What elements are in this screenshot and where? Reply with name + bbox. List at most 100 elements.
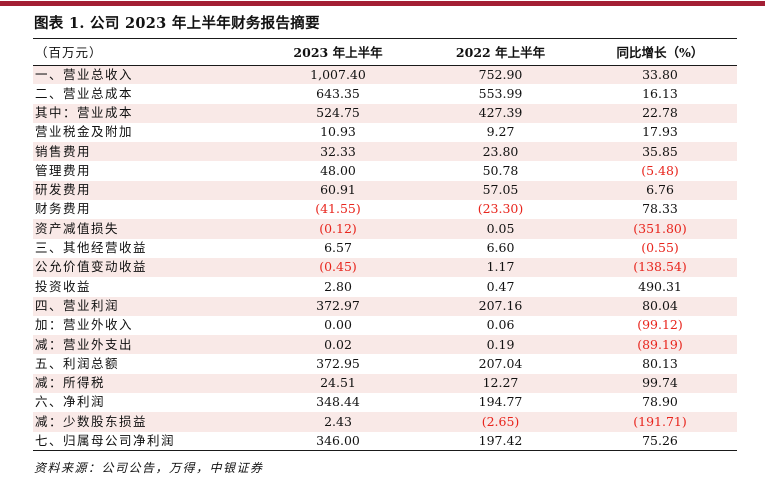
row-label-cell: 销售费用 [35, 143, 92, 159]
table-row: 营业税金及附加 10.93 9.27 17.93 [33, 123, 737, 142]
accent-top-bar [0, 1, 765, 6]
table-row: 管理费用 48.00 50.78 (5.48) [33, 161, 737, 180]
row-label-cell: 财务费用 [35, 201, 92, 217]
row-label-cell: 二、营业总成本 [35, 85, 134, 101]
column-header-yoy-growth: 同比增长（%） [583, 39, 737, 66]
table-body: 一、营业总收入 1,007.40 752.90 33.80 二、营业总成本 64… [33, 65, 737, 451]
yoy-value-cell: (0.55) [641, 240, 679, 256]
value-2023-cell: 6.57 [324, 240, 352, 256]
table-row: 一、营业总收入 1,007.40 752.90 33.80 [33, 65, 737, 85]
table-row: 减：所得税 24.51 12.27 99.74 [33, 373, 737, 394]
table-row: 研发费用 60.91 57.05 6.76 [33, 180, 737, 201]
value-2023-cell: 32.33 [320, 143, 356, 159]
value-2023-cell: 2.80 [324, 278, 352, 294]
yoy-value-cell: 75.26 [642, 432, 678, 448]
row-label-cell: 加：营业外收入 [35, 317, 134, 333]
table-row: 公允价值变动收益 (0.45) 1.17 (138.54) [33, 257, 737, 278]
value-2022-cell: 752.90 [478, 66, 523, 82]
row-label-cell: 四、营业利润 [35, 297, 120, 313]
value-2022-cell: 427.39 [478, 104, 523, 120]
figure-title: 图表 1. 公司 2023 年上半年财务报告摘要 [33, 6, 737, 39]
row-label-cell: 三、其他经营收益 [35, 240, 148, 256]
row-label-cell: 其中：营业成本 [35, 104, 134, 120]
value-2022-cell: (2.65) [481, 413, 520, 429]
value-2023-cell: 372.95 [316, 355, 360, 371]
value-2022-cell: (23.30) [477, 201, 524, 217]
value-2023-cell: (41.55) [315, 201, 361, 217]
value-2022-cell: 207.16 [478, 297, 523, 313]
row-label-cell: 减：营业外支出 [35, 336, 134, 352]
table-row: 其中：营业成本 524.75 427.39 22.78 [33, 103, 737, 123]
value-2022-cell: 0.05 [486, 220, 515, 236]
yoy-value-cell: (138.54) [633, 259, 687, 275]
value-2022-cell: 0.06 [486, 317, 515, 333]
value-2023-cell: 643.35 [316, 85, 360, 101]
row-label-cell: 减：少数股东损益 [35, 413, 148, 429]
row-label-cell: 研发费用 [35, 182, 92, 198]
yoy-value-cell: (191.71) [633, 413, 687, 429]
value-2023-cell: 10.93 [320, 124, 356, 140]
yoy-value-cell: (89.19) [637, 336, 683, 352]
yoy-value-cell: 16.13 [642, 85, 678, 101]
value-2022-cell: 197.42 [478, 432, 523, 448]
table-row: 加：营业外收入 0.00 0.06 (99.12) [33, 316, 737, 335]
yoy-value-cell: 6.76 [646, 182, 674, 198]
row-label-cell: 七、归属母公司净利润 [35, 432, 176, 448]
value-2022-cell: 553.99 [478, 85, 523, 101]
yoy-value-cell: 17.93 [642, 124, 678, 140]
yoy-value-cell: (5.48) [641, 162, 679, 178]
yoy-value-cell: (99.12) [637, 317, 683, 333]
value-2023-cell: 348.44 [316, 394, 360, 410]
row-label-cell: 投资收益 [35, 278, 92, 294]
table-row: 减：少数股东损益 2.43 (2.65) (191.71) [33, 412, 737, 432]
value-2023-cell: 0.02 [324, 336, 352, 352]
value-2023-cell: 48.00 [320, 162, 356, 178]
value-2022-cell: 50.78 [482, 162, 519, 178]
yoy-value-cell: 80.04 [642, 297, 678, 313]
yoy-value-cell: 99.74 [642, 375, 678, 391]
value-2023-cell: 0.00 [324, 317, 352, 333]
row-label-cell: 公允价值变动收益 [35, 259, 148, 275]
yoy-value-cell: (351.80) [633, 220, 687, 236]
value-2022-cell: 0.19 [486, 336, 515, 352]
value-2022-cell: 6.60 [486, 240, 515, 256]
table-row: 财务费用 (41.55) (23.30) 78.33 [33, 200, 737, 219]
row-label-cell: 五、利润总额 [35, 355, 120, 371]
value-2022-cell: 207.04 [478, 355, 523, 371]
table-row: 二、营业总成本 643.35 553.99 16.13 [33, 84, 737, 103]
value-2022-cell: 23.80 [482, 143, 519, 159]
column-header-2022h1: 2022 年上半年 [418, 39, 583, 66]
source-note: 资料来源：公司公告，万得，中银证券 [34, 461, 264, 476]
table-row: 投资收益 2.80 0.47 490.31 [33, 277, 737, 296]
table-row: 销售费用 32.33 23.80 35.85 [33, 142, 737, 162]
row-label-cell: 减：所得税 [35, 375, 106, 391]
yoy-value-cell: 22.78 [642, 104, 678, 120]
value-2022-cell: 9.27 [486, 124, 515, 140]
row-label-cell: 管理费用 [35, 162, 92, 178]
yoy-value-cell: 80.13 [642, 355, 678, 371]
yoy-value-cell: 78.33 [642, 201, 678, 217]
value-2022-cell: 1.17 [486, 259, 515, 275]
value-2022-cell: 194.77 [478, 394, 523, 410]
yoy-value-cell: 490.31 [638, 278, 682, 294]
value-2023-cell: 524.75 [316, 104, 360, 120]
yoy-value-cell: 35.85 [642, 143, 678, 159]
value-2023-cell: 60.91 [320, 182, 356, 198]
table-row: 三、其他经营收益 6.57 6.60 (0.55) [33, 239, 737, 258]
column-header-2023h1: 2023 年上半年 [258, 39, 418, 66]
table-row: 减：营业外支出 0.02 0.19 (89.19) [33, 335, 737, 355]
figure-container: 图表 1. 公司 2023 年上半年财务报告摘要 （百万元） 2023 年上半年… [33, 6, 737, 476]
value-2023-cell: (0.12) [319, 220, 357, 236]
value-2023-cell: (0.45) [319, 259, 357, 275]
row-label-cell: 六、净利润 [35, 394, 106, 410]
row-label-cell: 一、营业总收入 [35, 66, 134, 82]
value-2023-cell: 372.97 [316, 297, 360, 313]
financial-summary-table: （百万元） 2023 年上半年 2022 年上半年 同比增长（%） 一、营业总收… [33, 39, 737, 452]
table-header-row: （百万元） 2023 年上半年 2022 年上半年 同比增长（%） [33, 39, 737, 66]
yoy-value-cell: 78.90 [642, 394, 678, 410]
value-2023-cell: 346.00 [316, 432, 360, 448]
row-label-cell: 营业税金及附加 [35, 124, 134, 140]
yoy-value-cell: 33.80 [642, 66, 678, 82]
table-row: 四、营业利润 372.97 207.16 80.04 [33, 296, 737, 316]
table-row: 五、利润总额 372.95 207.04 80.13 [33, 354, 737, 373]
